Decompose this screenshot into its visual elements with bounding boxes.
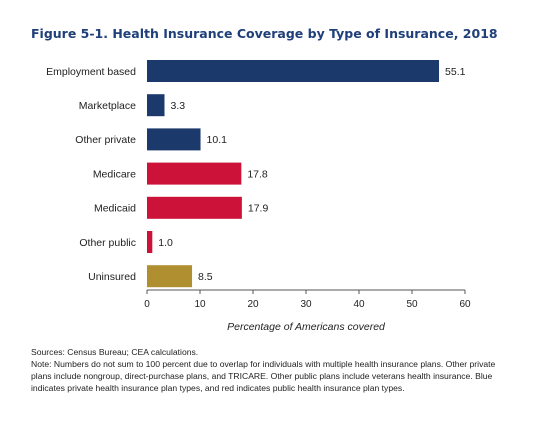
value-label-uninsured: 8.5 [198,271,213,283]
value-label-other-public: 1.0 [158,237,173,249]
explanatory-note: Note: Numbers do not sum to 100 percent … [31,359,496,393]
category-label-other-private: Other private [75,134,136,146]
bar-medicare [147,162,242,185]
x-tick-label-20: 20 [247,299,259,310]
category-label-uninsured: Uninsured [88,271,136,283]
value-label-medicare: 17.8 [247,168,268,180]
category-label-other-public: Other public [79,237,136,249]
value-label-marketplace: 3.3 [170,100,185,112]
x-tick-label-10: 10 [194,299,206,310]
value-label-employment-based: 55.1 [445,66,466,78]
x-tick-label-40: 40 [353,299,365,310]
x-tick-label-60: 60 [459,299,471,310]
category-label-employment-based: Employment based [46,66,136,78]
bar-marketplace [147,94,165,117]
value-label-medicaid: 17.9 [248,203,269,215]
x-axis-title: Percentage of Americans covered [227,321,386,333]
bar-employment-based [147,60,440,82]
category-label-marketplace: Marketplace [79,100,136,112]
bar-other-public [147,231,153,253]
x-tick-label-50: 50 [406,299,418,310]
value-label-other-private: 10.1 [207,134,228,146]
sources-note: Sources: Census Bureau; CEA calculations… [31,347,199,357]
bar-uninsured [147,265,193,288]
x-tick-label-30: 30 [300,299,312,310]
chart-title: Figure 5-1. Health Insurance Coverage by… [31,26,498,41]
bar-medicaid [147,196,242,219]
bar-other-private [147,128,201,151]
x-tick-label-0: 0 [144,299,150,310]
category-label-medicaid: Medicaid [94,203,136,215]
chart-footnotes: Sources: Census Bureau; CEA calculations… [31,346,501,394]
category-label-medicare: Medicare [93,168,136,180]
